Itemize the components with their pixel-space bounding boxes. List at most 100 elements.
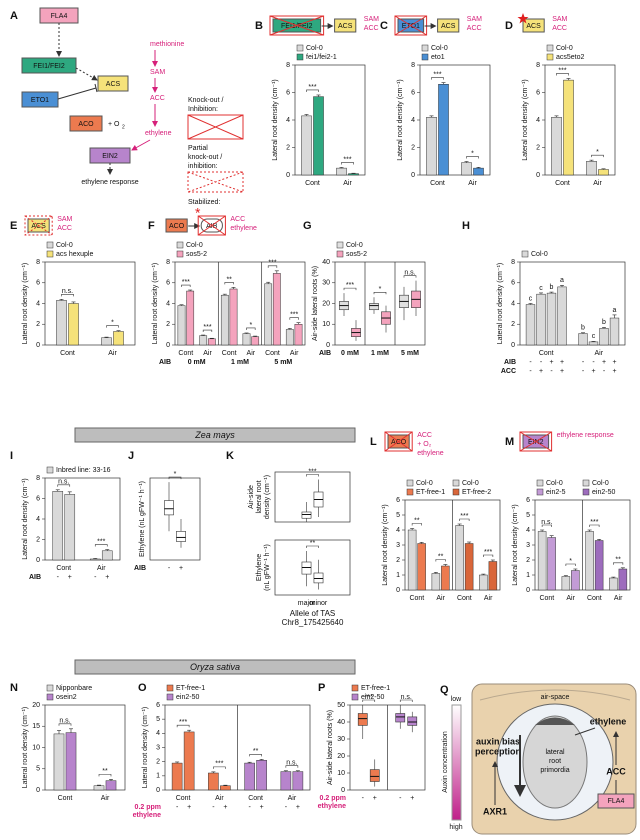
- legend-swatch: [406, 488, 414, 496]
- legend-label: sos5-2: [346, 251, 367, 258]
- sig-bracket: [168, 476, 182, 480]
- cofactor: + O: [108, 121, 120, 128]
- x-tick-label: Cont: [305, 180, 320, 187]
- sig-label: ***: [179, 719, 187, 726]
- legend-text: Knock-out /: [188, 97, 223, 104]
- condition-sign: -: [285, 804, 288, 811]
- sig-label: ***: [308, 468, 316, 475]
- legend-label: acs5eto2: [556, 54, 585, 61]
- x-tick-label: Air: [97, 565, 106, 572]
- legend-label: ET-free-1: [416, 489, 445, 496]
- sig-bracket: [213, 766, 226, 769]
- y-tick-label: 30: [322, 280, 330, 287]
- sig-bracket: [306, 89, 319, 92]
- gradient-low: low: [451, 696, 462, 703]
- condition-sign: +: [612, 359, 616, 366]
- sig-label: ***: [433, 71, 441, 78]
- y-axis-title: Air-side lateral roots (%): [327, 710, 334, 785]
- gene-box: [21, 91, 59, 108]
- arrow: [131, 139, 151, 151]
- gene-label: AIB: [206, 223, 218, 230]
- y-axis-title: Lateral root density (cm⁻¹): [22, 263, 29, 345]
- gene-label: EIN2: [528, 439, 544, 446]
- sig-bracket: [246, 327, 256, 330]
- box: [407, 716, 418, 726]
- condition-sign: +: [560, 368, 564, 375]
- sig-label: n.s.: [404, 270, 415, 277]
- bar: [220, 785, 231, 791]
- y-axis-title: Lateral root density (cm⁻¹): [22, 478, 29, 560]
- header-note: + O₂: [417, 441, 431, 448]
- legend-label: ET-free-2: [462, 489, 491, 496]
- x-tick-label: Air: [343, 180, 352, 187]
- y-tick-label: 0: [511, 342, 515, 349]
- sig-bracket: [399, 699, 413, 702]
- sig-bracket: [306, 545, 319, 548]
- sig-bracket: [341, 162, 354, 165]
- x-tick-label: Air: [288, 795, 297, 802]
- legend-star: *: [195, 205, 201, 221]
- bar: [525, 304, 536, 346]
- x-tick-label: Air: [566, 595, 575, 602]
- bar: [348, 173, 359, 176]
- x-tick-label: Cont: [60, 350, 75, 357]
- x-tick-label: Cont: [430, 180, 445, 187]
- gene-box: [97, 75, 129, 92]
- condition-sign: +: [539, 368, 543, 375]
- legend-swatch: [336, 241, 344, 249]
- condition-sign: +: [602, 359, 606, 366]
- header-note: ethylene: [230, 225, 257, 232]
- y-tick-label: 15: [32, 723, 40, 730]
- y-tick-label: 4: [286, 117, 290, 124]
- sig-bracket: [373, 291, 387, 295]
- condition-sign: +: [179, 565, 183, 572]
- header-note: SAM: [467, 16, 482, 23]
- y-tick-label: 10: [32, 744, 40, 751]
- condition-sign: +: [105, 574, 109, 581]
- condition-sign: +: [612, 368, 616, 375]
- group-letter: c: [592, 333, 596, 340]
- group-title: AIB: [159, 359, 171, 366]
- header-note: ACC: [230, 216, 245, 223]
- bar: [52, 491, 64, 561]
- legend-label: ein2-50: [592, 489, 615, 496]
- legend-label: Col-0: [416, 480, 433, 487]
- sig-bracket: [589, 524, 600, 527]
- bar: [563, 79, 574, 176]
- box: [301, 511, 312, 519]
- sig-bracket: [94, 544, 108, 547]
- legend-label: ein2-5: [546, 489, 566, 496]
- sig-label: **: [438, 553, 444, 560]
- y-tick-label: 30: [337, 736, 345, 743]
- panel-label: Q: [440, 684, 449, 696]
- legend-label: Col-0: [346, 242, 363, 249]
- bar: [53, 733, 65, 791]
- box: [395, 713, 406, 723]
- sig-label: n.s.: [541, 519, 552, 526]
- bar: [571, 570, 580, 591]
- y-tick-label: 4: [536, 117, 540, 124]
- gene-label: ACS: [338, 23, 353, 30]
- x-tick-label: Air: [215, 795, 224, 802]
- cofactor-sub: 2: [122, 124, 125, 130]
- box: [369, 303, 379, 311]
- legend-label: sos5-2: [186, 251, 207, 258]
- knockout-cross: [394, 15, 427, 36]
- condition-sign: +: [223, 804, 227, 811]
- y-tick-label: 5: [396, 512, 400, 519]
- bar: [264, 283, 273, 346]
- condition-sign: -: [94, 574, 97, 581]
- y-axis-title: Lateral root density (cm⁻¹): [497, 263, 504, 345]
- gene-box: [522, 18, 545, 33]
- gene-label: ACO: [78, 121, 94, 128]
- panel-label: C: [380, 20, 388, 32]
- legend-label: ein2-50: [176, 694, 199, 701]
- y-axis-title: density (cm⁻¹): [264, 475, 271, 519]
- plot-frame: [149, 477, 201, 561]
- y-tick-label: 6: [156, 702, 160, 709]
- x-tick-label: Air: [290, 350, 299, 357]
- sig-label: ***: [97, 538, 105, 545]
- condition-sign: +: [410, 795, 414, 802]
- sig-bracket: [483, 554, 494, 557]
- plot-frame: [519, 261, 626, 346]
